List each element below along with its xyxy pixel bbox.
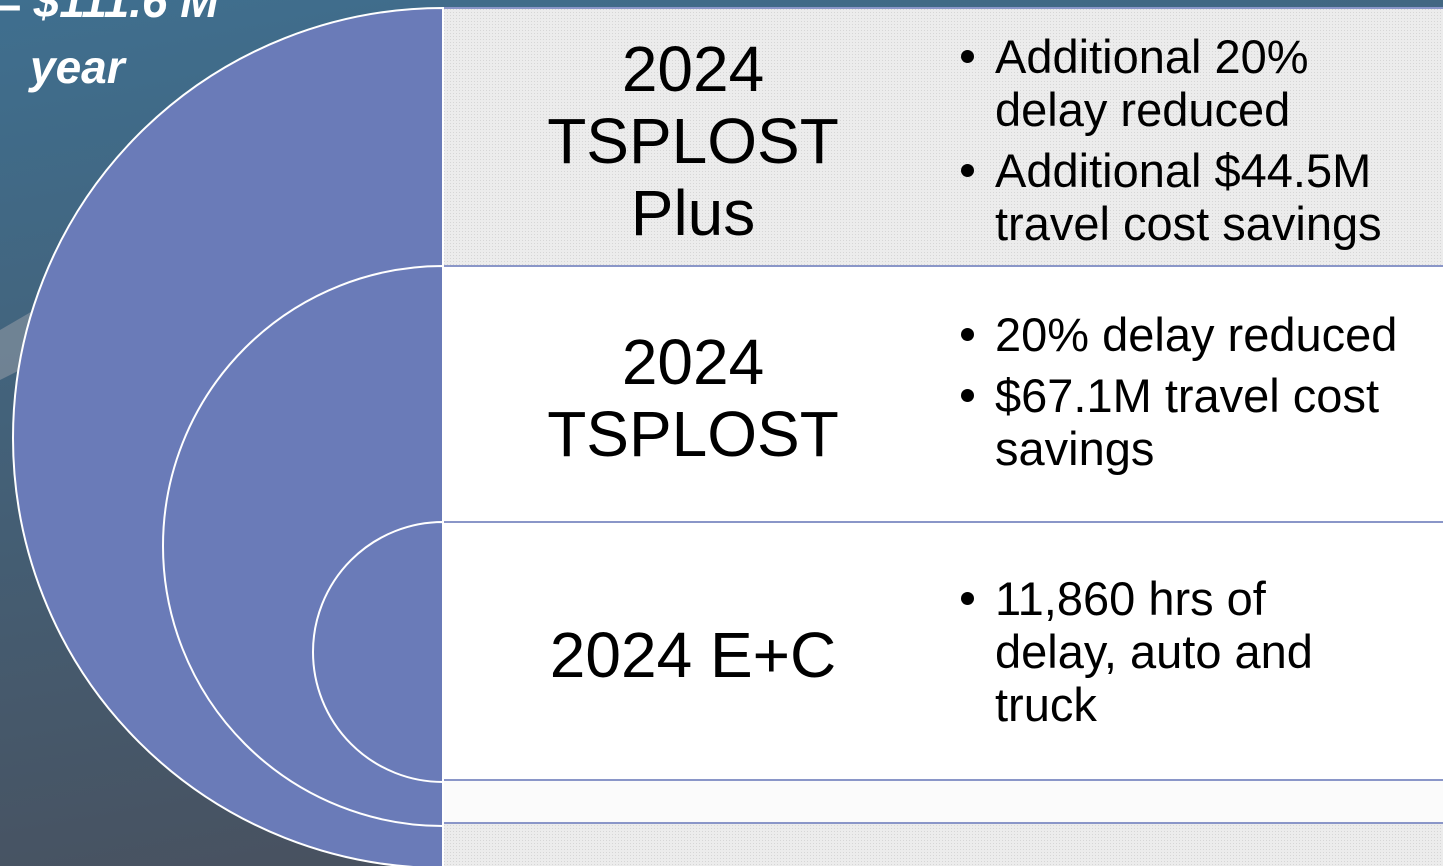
bullet-list: 20% delay reduced $67.1M travel cost savin… [953,308,1443,483]
row: 2024 TSPLOST Plus Additional 20% delay reduc… [443,8,1443,266]
bullet: 20% delay reduced [953,308,1443,361]
label-line: 2024 [621,33,765,105]
bullet-line: delay reduced [995,83,1291,136]
bullet: $67.1M travel cost savings [953,369,1443,475]
label-line: TSPLOST [547,398,839,470]
bullet-list: Additional 20% delay reduced Additional $4… [953,30,1443,258]
bullet-line: truck [995,678,1097,731]
label-line: Plus [630,177,756,249]
label-line: TSPLOST [547,105,839,177]
bullet: Additional $44.5M travel cost savings [953,144,1443,250]
bullet: Additional 20% delay reduced [953,30,1443,136]
separators [443,7,1443,824]
bullet-line: savings [995,422,1155,475]
bullet-list: 11,860 hrs of delay, auto and truck [953,572,1443,739]
bullet-line: travel cost savings [995,197,1382,250]
header-line: = $111.6 M [0,0,219,27]
bullet: 11,860 hrs of delay, auto and truck [953,572,1443,731]
row-bg [443,823,1443,866]
header-line: year [30,41,125,93]
row-bg [443,780,1443,823]
bullet-line: $67.1M travel cost [995,369,1380,422]
arc-inner [312,520,444,784]
row-label: 2024 E+C [443,619,943,691]
bullet-line: 11,860 hrs of [995,572,1266,625]
row: 2024 TSPLOST 20% delay reduced $67.1M trave… [443,266,1443,522]
bullet-line: Additional 20% [995,30,1309,83]
label-line: 2024 E+C [549,619,837,691]
row: 2024 E+C 11,860 hrs of delay, auto and truc… [443,522,1443,780]
label-line: 2024 [621,326,765,398]
bullet-line: 20% delay reduced [995,308,1398,361]
row-label: 2024 TSPLOST [443,326,943,470]
bullet-line: Additional $44.5M [995,144,1372,197]
row-label: 2024 TSPLOST Plus [443,33,943,249]
row-bg [443,8,1443,266]
bullet-line: delay, auto and [995,625,1313,678]
